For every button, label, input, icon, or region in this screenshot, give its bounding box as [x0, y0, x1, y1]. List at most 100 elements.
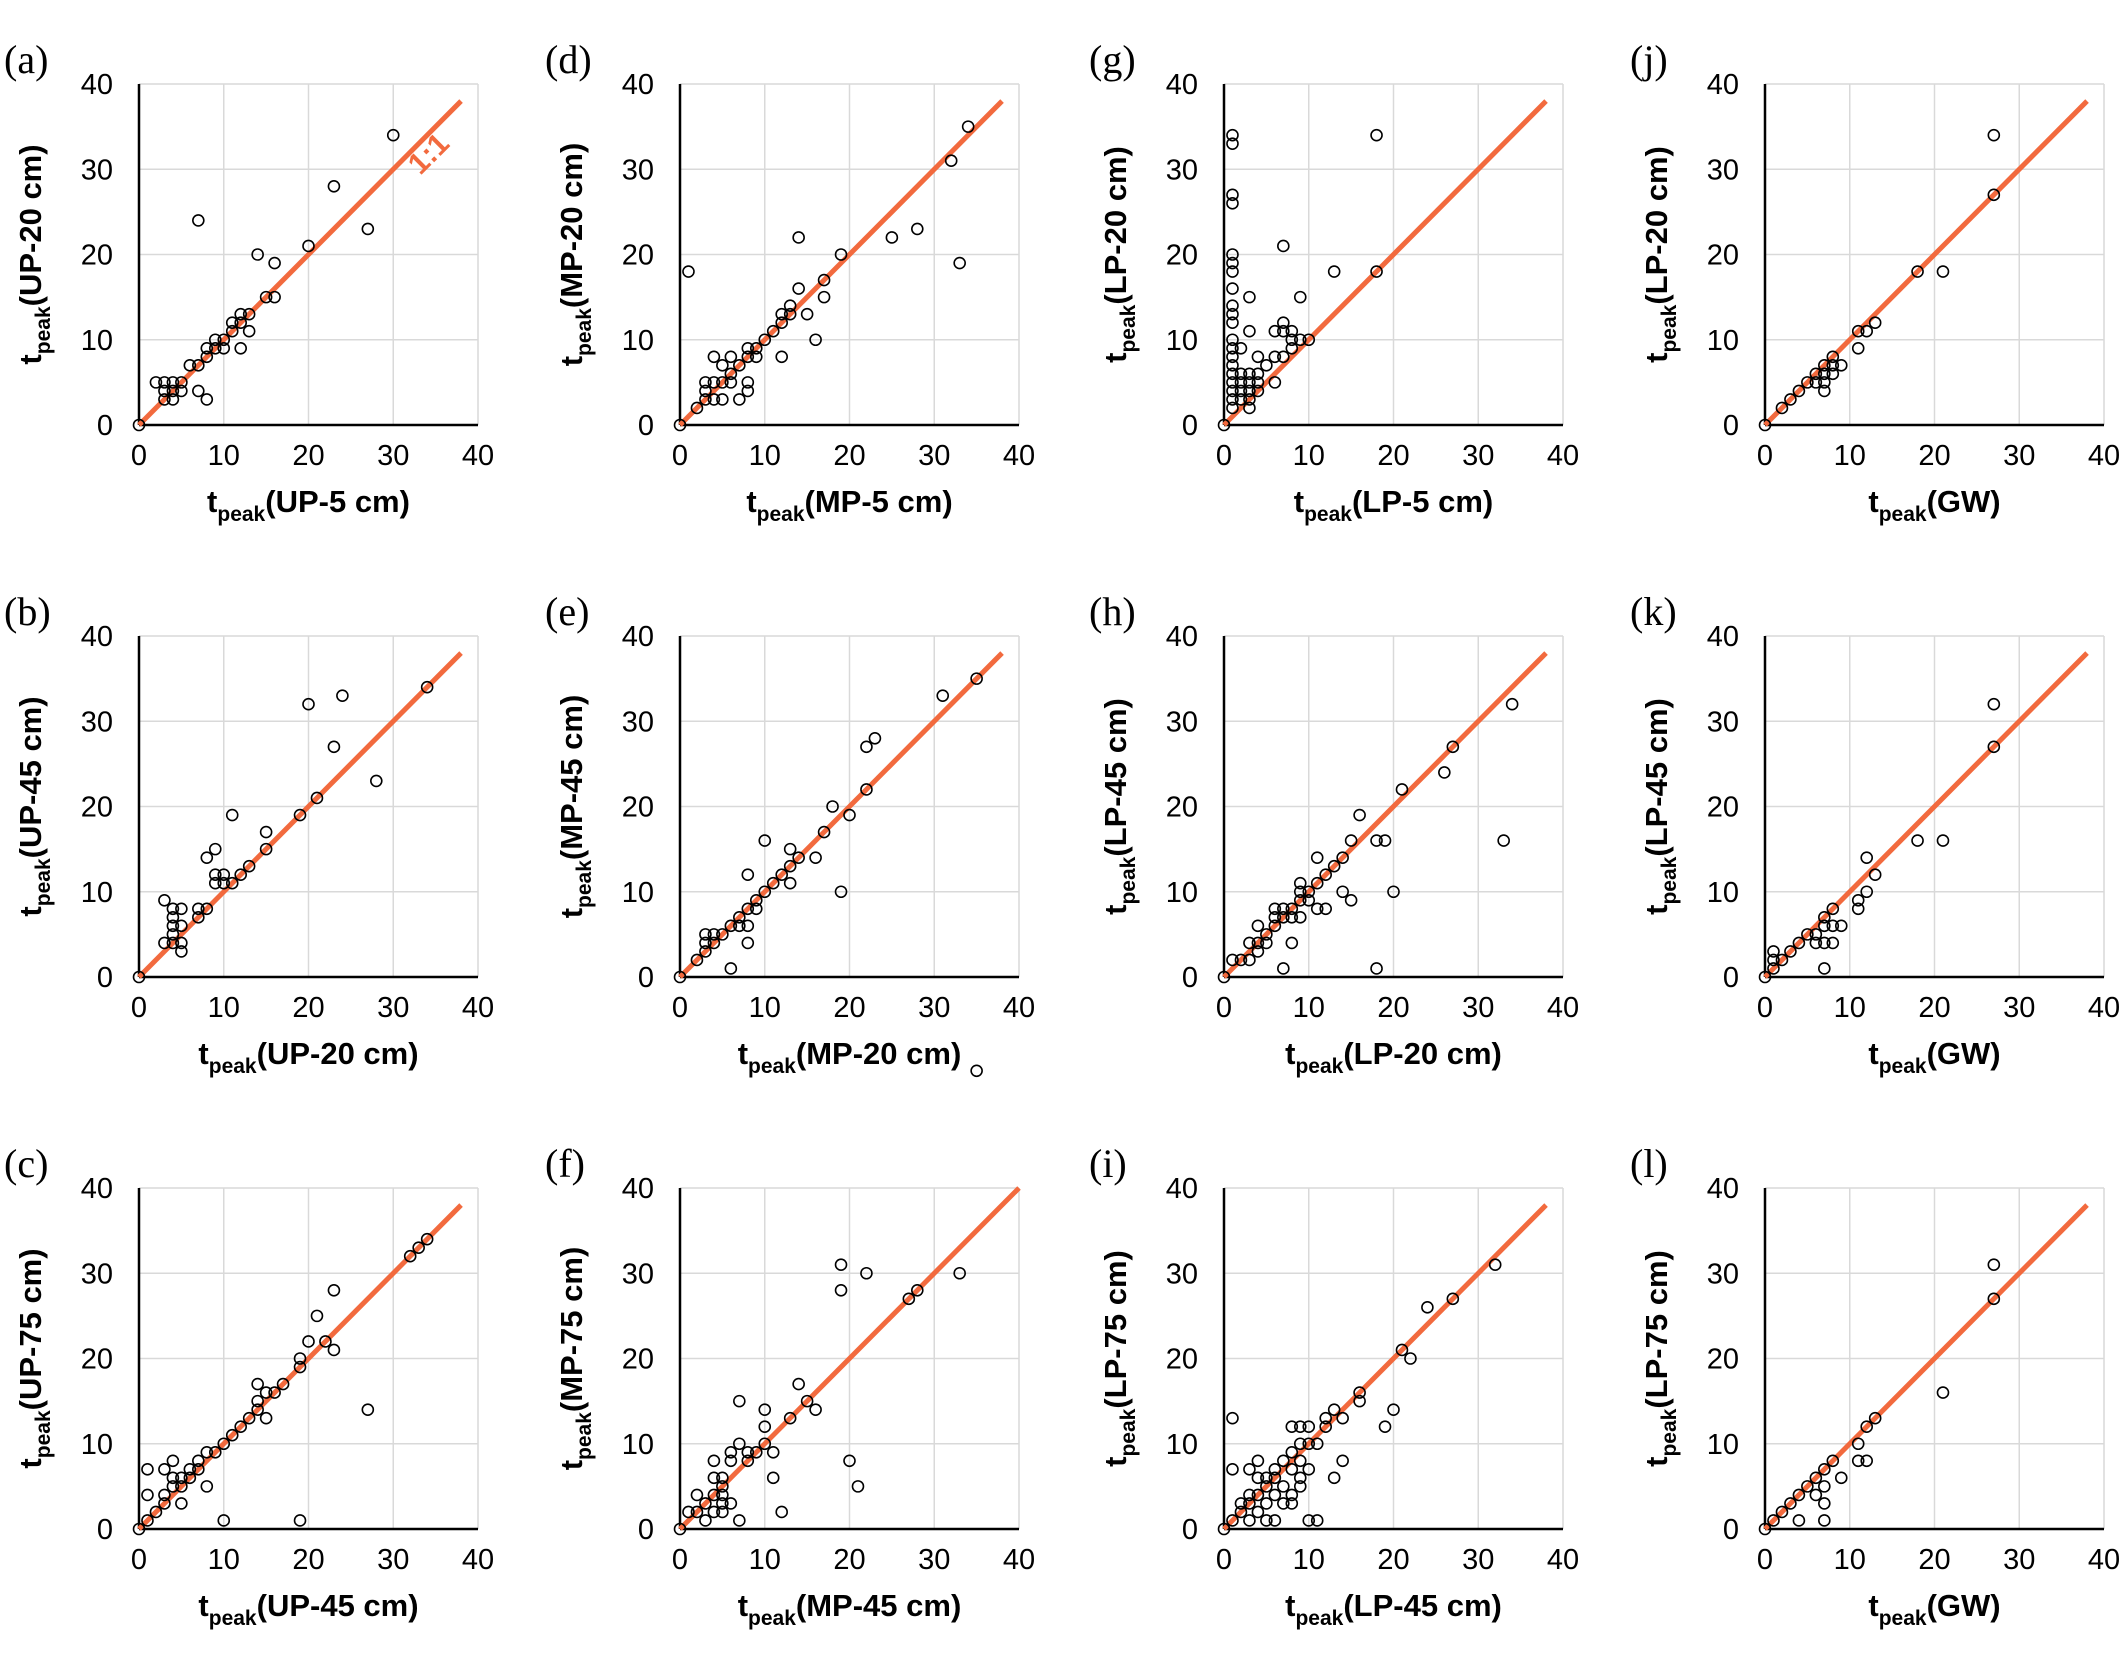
x-axis-label: tpeak(LP-45 cm)	[1285, 1588, 1502, 1630]
data-point	[733, 919, 746, 933]
y-tick-label: 10	[622, 1429, 654, 1461]
data-point	[1404, 1352, 1417, 1365]
one-to-one-line	[678, 651, 1004, 979]
y-axis-label-rest: (UP-20 cm)	[13, 144, 48, 306]
data-point	[1818, 384, 1831, 398]
data-point	[1302, 1437, 1316, 1451]
x-axis-label: tpeak(GW)	[1868, 484, 2000, 526]
panel-label: (i)	[1089, 1141, 1127, 1186]
data-point	[1370, 128, 1383, 142]
data-point	[1818, 1463, 1831, 1476]
x-tick-label: 40	[2088, 992, 2120, 1024]
y-axis-label-sub: peak	[32, 1410, 55, 1458]
x-tick-label: 0	[672, 440, 688, 472]
data-point	[741, 341, 755, 355]
data-point	[1826, 902, 1840, 916]
data-point	[707, 1454, 721, 1468]
data-point	[809, 851, 822, 864]
data-point	[225, 1428, 239, 1442]
data-point	[1243, 953, 1256, 967]
y-tick-label: 20	[81, 792, 113, 824]
x-tick-label: 20	[1377, 1544, 1409, 1576]
data-point	[251, 1394, 264, 1408]
y-tick-label: 10	[81, 325, 113, 357]
data-point	[225, 876, 239, 890]
data-point	[1226, 367, 1239, 381]
data-point	[944, 154, 958, 168]
data-point	[1260, 928, 1273, 941]
data-point	[1234, 1497, 1248, 1510]
data-point	[1234, 1505, 1248, 1519]
data-point	[1336, 885, 1349, 899]
x-tick-label: 0	[1216, 992, 1232, 1024]
data-point	[724, 376, 738, 389]
data-point	[200, 350, 214, 364]
y-tick-label: 40	[81, 1173, 113, 1205]
x-axis-label: tpeak(GW)	[1868, 1588, 2000, 1630]
data-point	[1243, 367, 1256, 381]
x-axis-label: tpeak(LP-5 cm)	[1294, 484, 1493, 526]
data-point	[1387, 1403, 1400, 1416]
data-point	[1851, 902, 1865, 916]
data-point	[766, 1471, 780, 1485]
y-tick-label: 40	[1166, 1173, 1198, 1205]
data-point	[217, 341, 231, 355]
y-tick-label: 0	[97, 962, 113, 994]
data-point	[403, 1249, 417, 1263]
data-point	[268, 1386, 281, 1399]
y-tick-label: 40	[622, 621, 654, 653]
data-point	[970, 672, 983, 685]
data-point	[175, 945, 188, 958]
data-point	[716, 1488, 729, 1502]
data-point	[1395, 783, 1409, 796]
data-point	[1818, 1497, 1831, 1510]
data-point	[707, 928, 721, 941]
data-point	[775, 350, 789, 364]
data-point	[690, 1505, 704, 1519]
data-point	[175, 376, 188, 389]
data-point	[1336, 1411, 1349, 1425]
data-point	[259, 842, 273, 856]
x-tick-label: 40	[1547, 1544, 1579, 1576]
x-axis-label-sub: peak	[757, 503, 805, 526]
data-point	[208, 868, 222, 882]
data-point	[166, 919, 180, 933]
y-tick-label: 30	[81, 706, 113, 738]
y-tick-label: 20	[1707, 240, 1739, 272]
data-point	[1285, 324, 1299, 338]
one-to-one-line	[137, 1203, 463, 1531]
data-point	[1851, 1437, 1865, 1451]
panel-label: (f)	[545, 1141, 585, 1186]
data-point	[1268, 350, 1282, 364]
y-tick-label: 20	[81, 1344, 113, 1376]
y-tick-label: 30	[1707, 154, 1739, 186]
data-point	[217, 333, 231, 347]
x-tick-label: 10	[1834, 992, 1866, 1024]
data-point	[724, 1497, 738, 1510]
data-point	[775, 316, 789, 330]
x-axis-label-rest: (LP-5 cm)	[1352, 484, 1493, 519]
y-axis-label-rest: (LP-45 cm)	[1639, 698, 1674, 856]
data-point	[1226, 384, 1239, 398]
x-tick-label: 10	[749, 992, 781, 1024]
data-point	[1801, 1480, 1814, 1493]
data-point	[1243, 1514, 1256, 1527]
x-tick-label: 0	[672, 992, 688, 1024]
data-point	[1277, 1454, 1290, 1468]
data-point	[1497, 834, 1510, 847]
data-point	[166, 1471, 180, 1485]
data-point	[251, 248, 264, 261]
panel-label: (j)	[1630, 37, 1668, 82]
data-point	[733, 1437, 746, 1451]
data-point	[1446, 1292, 1460, 1306]
data-point	[716, 1497, 729, 1510]
y-axis-label-sub: peak	[1117, 1408, 1140, 1456]
data-point	[1260, 359, 1273, 372]
data-point	[166, 911, 180, 924]
data-point	[1851, 324, 1865, 338]
data-point	[690, 401, 704, 415]
y-axis-label-sub: peak	[1658, 304, 1681, 352]
data-point	[1868, 868, 1882, 882]
